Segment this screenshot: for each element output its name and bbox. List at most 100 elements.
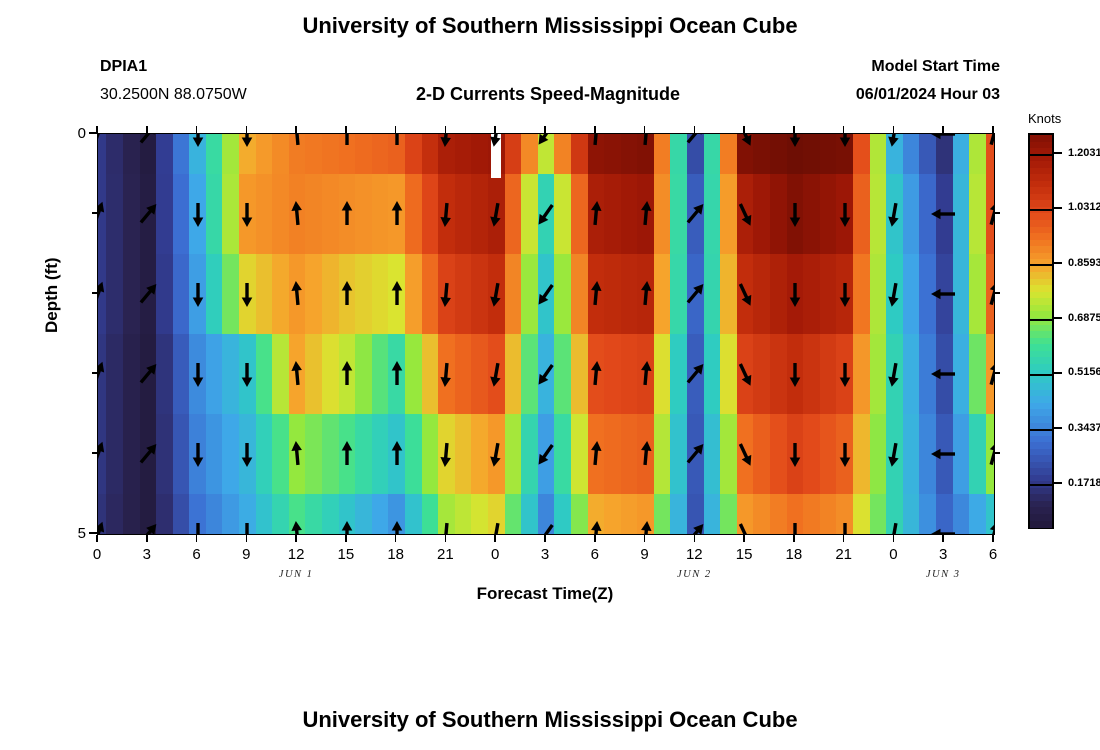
heatmap-cell (305, 334, 323, 415)
heatmap-cell (355, 494, 373, 534)
x-tick-top (594, 126, 596, 133)
colorbar-segment (1030, 429, 1052, 437)
x-tick-top (743, 126, 745, 133)
heatmap-cell (371, 494, 389, 534)
colorbar-segment (1030, 383, 1052, 391)
heatmap-cell (189, 174, 207, 255)
heatmap-cell (438, 334, 456, 415)
colorbar-tick-stub (1053, 427, 1062, 429)
heatmap-cell (371, 174, 389, 255)
heatmap-cell (106, 254, 124, 335)
heatmap-cell (853, 174, 871, 255)
x-tick-top (992, 126, 994, 133)
heatmap-cell (322, 134, 340, 175)
heatmap-cell (703, 254, 721, 335)
heatmap-cell (106, 414, 124, 495)
heatmap-cell (803, 414, 821, 495)
heatmap-cell (587, 254, 605, 335)
colorbar-segment (1030, 161, 1052, 169)
colorbar-segment (1030, 167, 1052, 175)
heatmap-cell (836, 494, 854, 534)
heatmap-cell (405, 414, 423, 495)
x-tick-top (942, 126, 944, 133)
heatmap-cell (687, 254, 705, 335)
heatmap-cell (454, 334, 472, 415)
x-tick-bottom (693, 535, 696, 542)
x-tick-bottom (942, 535, 944, 542)
x-tick-top (793, 126, 795, 133)
x-tick-label: 6 (590, 546, 599, 563)
heatmap-cell (504, 414, 522, 495)
colorbar-segment (1030, 422, 1052, 430)
heatmap-cell (952, 134, 970, 175)
heatmap-cell (604, 494, 622, 534)
heatmap-cell (952, 414, 970, 495)
heatmap-cell (770, 494, 788, 534)
heatmap-cell (272, 254, 290, 335)
heatmap-cell (471, 414, 489, 495)
heatmap-cell (952, 174, 970, 255)
heatmap-cell (819, 414, 837, 495)
x-tick-top (544, 126, 546, 133)
heatmap-cell (504, 334, 522, 415)
heatmap-cell (355, 174, 373, 255)
x-tick-bottom (594, 535, 596, 542)
colorbar-segment (1030, 259, 1052, 267)
heatmap-cell (388, 254, 406, 335)
x-tick-top (892, 126, 895, 133)
colorbar-segment (1030, 141, 1052, 149)
heatmap-cell (272, 414, 290, 495)
colorbar-segment (1030, 442, 1052, 450)
x-tick-bottom (494, 535, 496, 542)
x-tick-top (394, 126, 397, 133)
colorbar-segment (1030, 311, 1052, 319)
heatmap-cell (305, 414, 323, 495)
heatmap-cell (405, 334, 423, 415)
heatmap-cell (288, 134, 306, 175)
heatmap-cell (836, 254, 854, 335)
heatmap-cell (720, 334, 738, 415)
heatmap-cell (935, 134, 954, 175)
heatmap-cell (338, 174, 356, 255)
x-tick-top (345, 126, 347, 133)
heatmap-cell (305, 134, 323, 175)
x-tick-bottom (743, 535, 745, 542)
y-tick-minor-right (995, 452, 1000, 454)
heatmap-cell (919, 334, 937, 415)
heatmap-cell (222, 494, 240, 534)
colorbar-segment (1030, 298, 1052, 306)
heatmap-cell (637, 414, 655, 495)
heatmap-cell (886, 334, 904, 415)
colorbar-segment (1030, 246, 1052, 254)
colorbar-segment (1030, 487, 1052, 496)
heatmap-cell (205, 254, 224, 335)
heatmap-cell (869, 254, 887, 335)
heatmap-cell (172, 334, 190, 415)
heatmap-cell (338, 414, 356, 495)
heatmap-cell (122, 174, 141, 255)
heatmap-cell (205, 134, 224, 175)
heatmap-cell (720, 174, 738, 255)
heatmap-cell (471, 334, 489, 415)
heatmap-cell (604, 414, 622, 495)
heatmap-cell (272, 494, 290, 534)
colorbar-segment (1030, 409, 1052, 417)
heatmap-cell (736, 334, 754, 415)
heatmap-cell (371, 414, 389, 495)
heatmap-cell (753, 494, 771, 534)
heatmap-cell (205, 174, 224, 255)
heatmap-cell (471, 134, 489, 175)
heatmap-cell (720, 414, 738, 495)
heatmap-cell (753, 174, 771, 255)
heatmap-cell (969, 134, 987, 175)
heatmap-cell (570, 134, 589, 175)
heatmap-cell (703, 334, 721, 415)
colorbar-segment (1030, 180, 1052, 188)
heatmap-cell (637, 174, 655, 255)
y-tick-minor-right (995, 372, 1000, 374)
x-tick-label: 6 (988, 546, 998, 563)
heatmap-cell (139, 414, 157, 495)
heatmap-cell (803, 494, 821, 534)
colorbar-segment (1030, 226, 1052, 234)
